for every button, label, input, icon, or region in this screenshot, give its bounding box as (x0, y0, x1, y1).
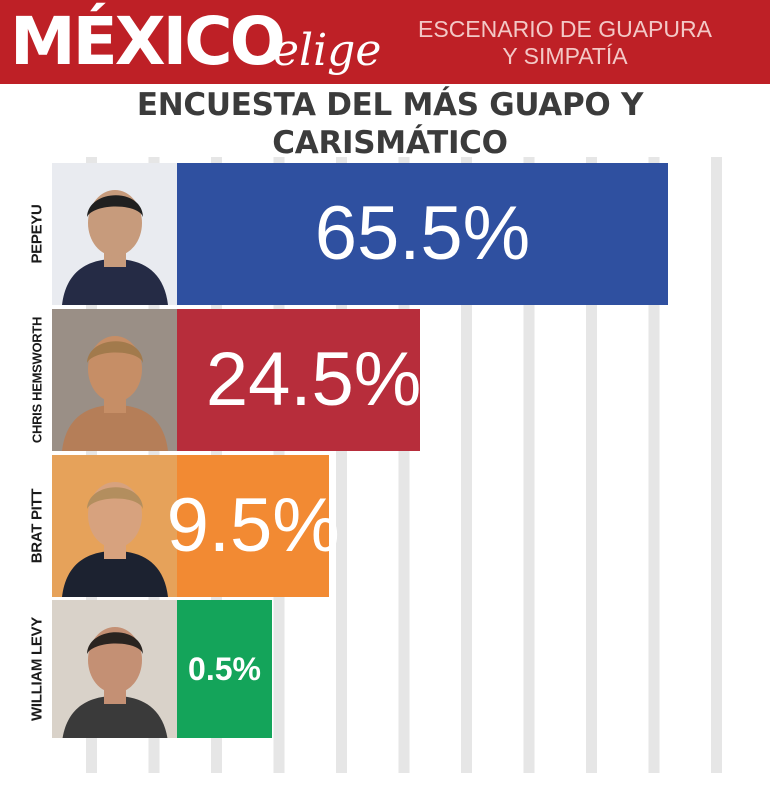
brand-script: elige (273, 25, 382, 76)
category-label-wrap: CHRIS HEMSWORTH (22, 309, 52, 451)
category-label-wrap: BRAT PITT (22, 455, 52, 597)
bar: 0.5% (177, 600, 272, 738)
category-label: PEPEYU (28, 204, 46, 264)
portrait-photo (52, 163, 178, 305)
header-banner: MÉXICO elige ESCENARIO DE GUAPURA Y SIMP… (0, 0, 770, 84)
grid-line (398, 157, 410, 773)
portrait-photo (52, 309, 178, 451)
category-label: BRAT PITT (28, 488, 46, 564)
bar-value-label: 24.5% (205, 337, 422, 422)
bar-value-label: 0.5% (188, 651, 261, 687)
grid-line (523, 157, 535, 773)
brand-name: MÉXICO (10, 3, 286, 80)
grid-line (586, 157, 597, 773)
bar: 24.5% (177, 309, 422, 451)
category-label: WILLIAM LEVY (28, 617, 46, 721)
grid-line (336, 157, 347, 773)
grid-line (711, 157, 722, 773)
category-label-wrap: WILLIAM LEVY (22, 600, 52, 738)
portrait-photo (52, 600, 178, 738)
portrait-photo (52, 455, 178, 597)
category-label-wrap: PEPEYU (22, 163, 52, 305)
bar-value-label: 9.5% (166, 483, 340, 568)
bar: 65.5% (177, 163, 668, 305)
bar-value-label: 65.5% (314, 191, 531, 276)
grid-line (648, 157, 660, 773)
grid-line (461, 157, 472, 773)
bar: 9.5% (166, 455, 340, 597)
header-tagline: ESCENARIO DE GUAPURA Y SIMPATÍA (418, 16, 712, 69)
category-label: CHRIS HEMSWORTH (29, 316, 45, 444)
